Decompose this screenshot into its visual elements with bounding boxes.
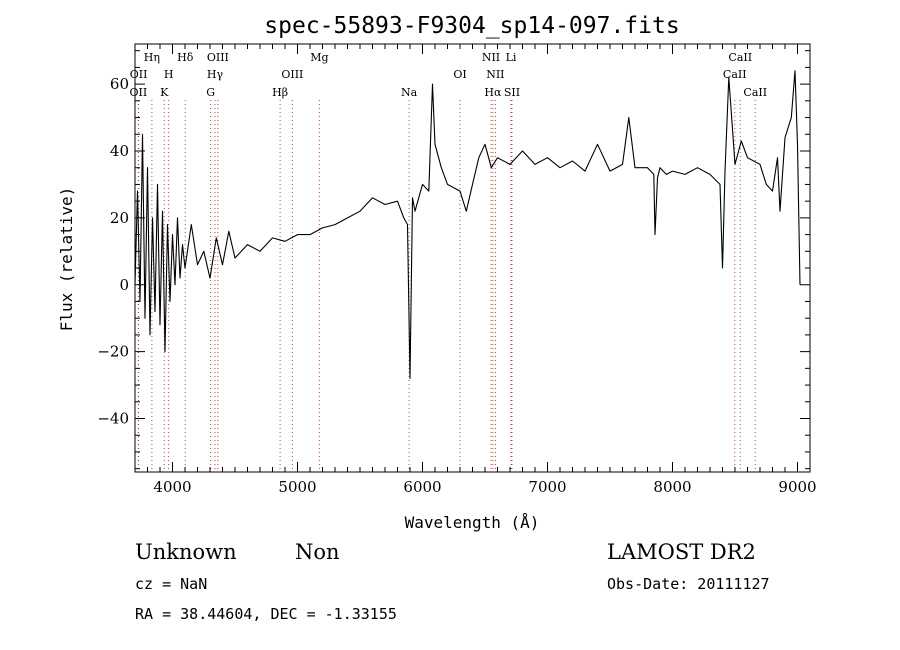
x-tick-label-7000: 7000 [528,478,566,496]
y-tick-label-40: 40 [110,142,129,160]
line-marker-label-16: Hα [484,86,502,99]
line-marker-label-5: Hδ [177,51,194,64]
line-marker-label-21: CaII [743,86,767,99]
y-axis-title: Flux (relative) [57,187,76,332]
y-tick-label-20: 20 [110,209,129,227]
line-marker-label-17: Li [506,51,517,64]
line-marker-label-10: OIII [281,68,303,81]
line-marker-label-9: Hβ [272,86,288,99]
obs-date-text: Obs-Date: 20111127 [607,575,770,593]
line-marker-label-0: OII [130,86,148,99]
axes: 4000 5000 6000 7000 8000 9000 −40 −20 0 20 40 60 [97,43,817,496]
coordinates-text: RA = 38.44604, DEC = -1.33155 [135,605,397,623]
y-tick-label--20: −20 [97,343,129,361]
chart-title: spec-55893-F9304_sp14-097.fits [264,13,679,39]
x-axis-title: Wavelength (Å) [405,513,540,532]
line-marker-label-11: Mg [310,51,328,64]
x-tick-label-8000: 8000 [653,478,691,496]
survey-name: LAMOST DR2 [607,540,756,564]
redshift-text: cz = NaN [135,575,208,593]
line-marker-label-13: OI [453,68,466,81]
spectrum-line-0 [134,70,801,379]
x-tick-label-5000: 5000 [278,478,316,496]
x-tick-label-6000: 6000 [403,478,441,496]
plot-frame [134,43,811,473]
line-marker-label-18: SII [504,86,520,99]
y-tick-label-60: 60 [110,75,129,93]
x-tick-label-9000: 9000 [778,478,816,496]
line-marker-label-6: OIII [207,51,229,64]
object-class: Unknown [135,540,237,564]
line-markers: OII OII Hη HK Hδ OIII Hγ G Hβ OIII Mg Na OI NII NII Hα L… [130,51,767,472]
line-marker-label-4: K [160,86,169,99]
line-marker-label-15: NII [486,68,504,81]
y-tick-label-0: 0 [119,276,129,294]
line-marker-label-1: OII [130,68,148,81]
line-marker-label-2: Hη [144,51,160,64]
object-subclass: Non [295,540,340,564]
line-marker-label-3: H [164,68,174,81]
line-marker-label-7: Hγ [207,68,224,81]
line-marker-label-19: CaII [723,68,747,81]
x-tick-label-4000: 4000 [153,478,191,496]
line-marker-label-14: NII [482,51,500,64]
y-tick-label--40: −40 [97,410,129,428]
line-marker-label-8: G [206,86,215,99]
line-marker-label-20: CaII [728,51,752,64]
spectrum-series [134,70,801,379]
line-marker-label-12: Na [401,86,418,99]
